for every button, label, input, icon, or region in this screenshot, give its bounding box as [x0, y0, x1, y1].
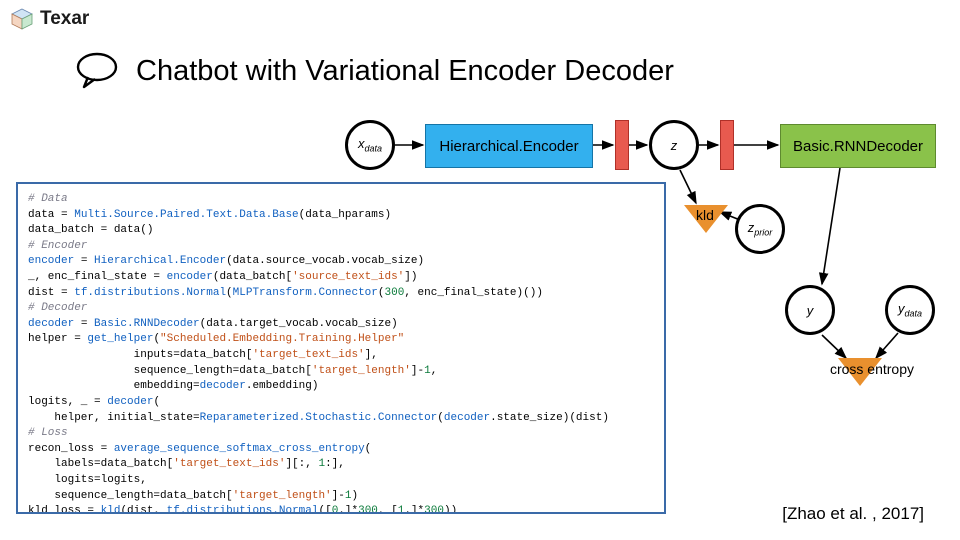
node-ydata-label: ydata — [898, 301, 922, 319]
code-panel: # Datadata = Multi.Source.Paired.Text.Da… — [16, 182, 666, 514]
node-decoder: Basic.RNNDecoder — [780, 124, 936, 168]
code-lines: # Datadata = Multi.Source.Paired.Text.Da… — [28, 192, 654, 514]
node-y-label: y — [807, 303, 814, 318]
loss-ce-label: cross entropy — [812, 361, 932, 377]
node-z-label: z — [671, 138, 678, 153]
node-z: z — [649, 120, 699, 170]
node-trans-2 — [720, 120, 734, 170]
node-zprior-label: zprior — [748, 220, 773, 238]
node-x-label: xdata — [358, 136, 382, 154]
node-trans-1 — [615, 120, 629, 170]
node-ydata: ydata — [885, 285, 935, 335]
node-zprior: zprior — [735, 204, 785, 254]
encoder-label: Hierarchical.Encoder — [439, 138, 578, 155]
citation: [Zhao et al. , 2017] — [782, 504, 924, 524]
node-y: y — [785, 285, 835, 335]
decoder-label: Basic.RNNDecoder — [793, 138, 923, 155]
node-encoder: Hierarchical.Encoder — [425, 124, 593, 168]
node-x: xdata — [345, 120, 395, 170]
loss-kld-label: kld — [696, 207, 714, 223]
